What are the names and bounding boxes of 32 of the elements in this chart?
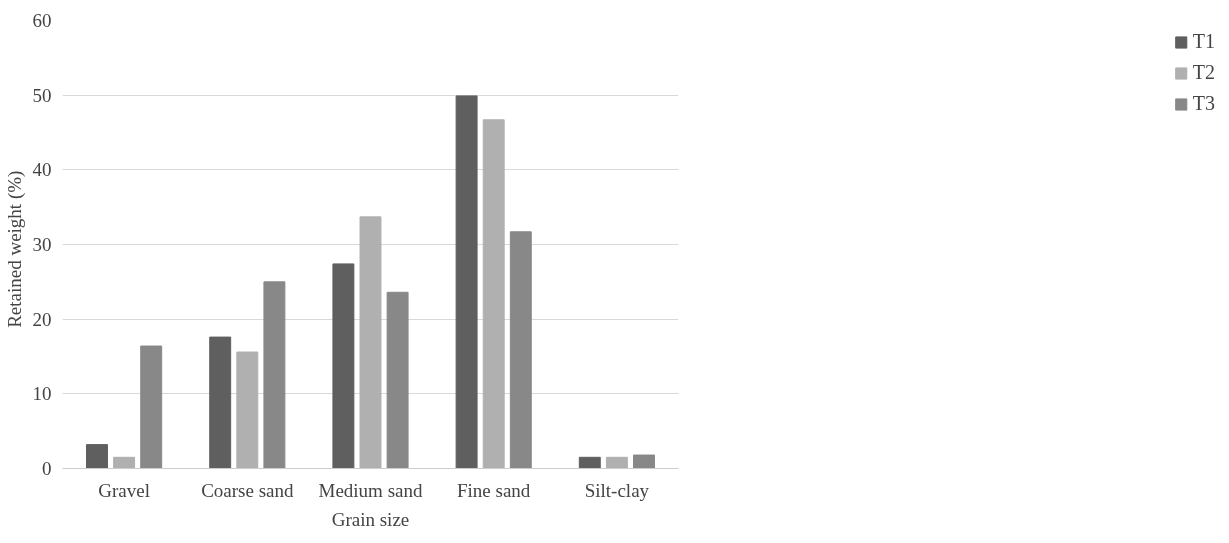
bar (578, 456, 601, 469)
x-tick-label: Silt-clay (584, 479, 650, 501)
x-tick-label: Coarse sand (201, 479, 294, 501)
bar (113, 456, 136, 469)
bar (455, 95, 478, 469)
y-tick-label: 10 (32, 383, 52, 405)
y-axis-title: Retained weight (%) (3, 170, 26, 328)
x-tick-label: Medium sand (318, 479, 423, 501)
bar (140, 345, 163, 469)
bar (359, 216, 382, 469)
bar (236, 351, 259, 469)
x-axis-title: Grain size (331, 508, 410, 530)
bar (633, 454, 655, 469)
y-tick-label: 60 (32, 10, 52, 31)
y-tick-label: 30 (32, 234, 52, 255)
bar (482, 119, 505, 469)
bar (209, 336, 232, 469)
x-tick-label: Gravel (98, 479, 150, 501)
legend-label: T1 (1192, 30, 1215, 53)
y-tick-label: 50 (32, 84, 52, 106)
bar (605, 456, 628, 469)
legend-label: T3 (1192, 92, 1215, 115)
bar (86, 444, 108, 469)
bar (263, 281, 286, 469)
bar (509, 231, 532, 469)
y-tick-label: 40 (32, 159, 52, 181)
bar (332, 263, 355, 469)
y-tick-label: 0 (42, 458, 52, 479)
y-tick-label: 20 (32, 308, 52, 330)
x-tick-label: Fine sand (457, 479, 531, 501)
legend-label: T2 (1192, 61, 1215, 84)
bar (386, 291, 409, 469)
